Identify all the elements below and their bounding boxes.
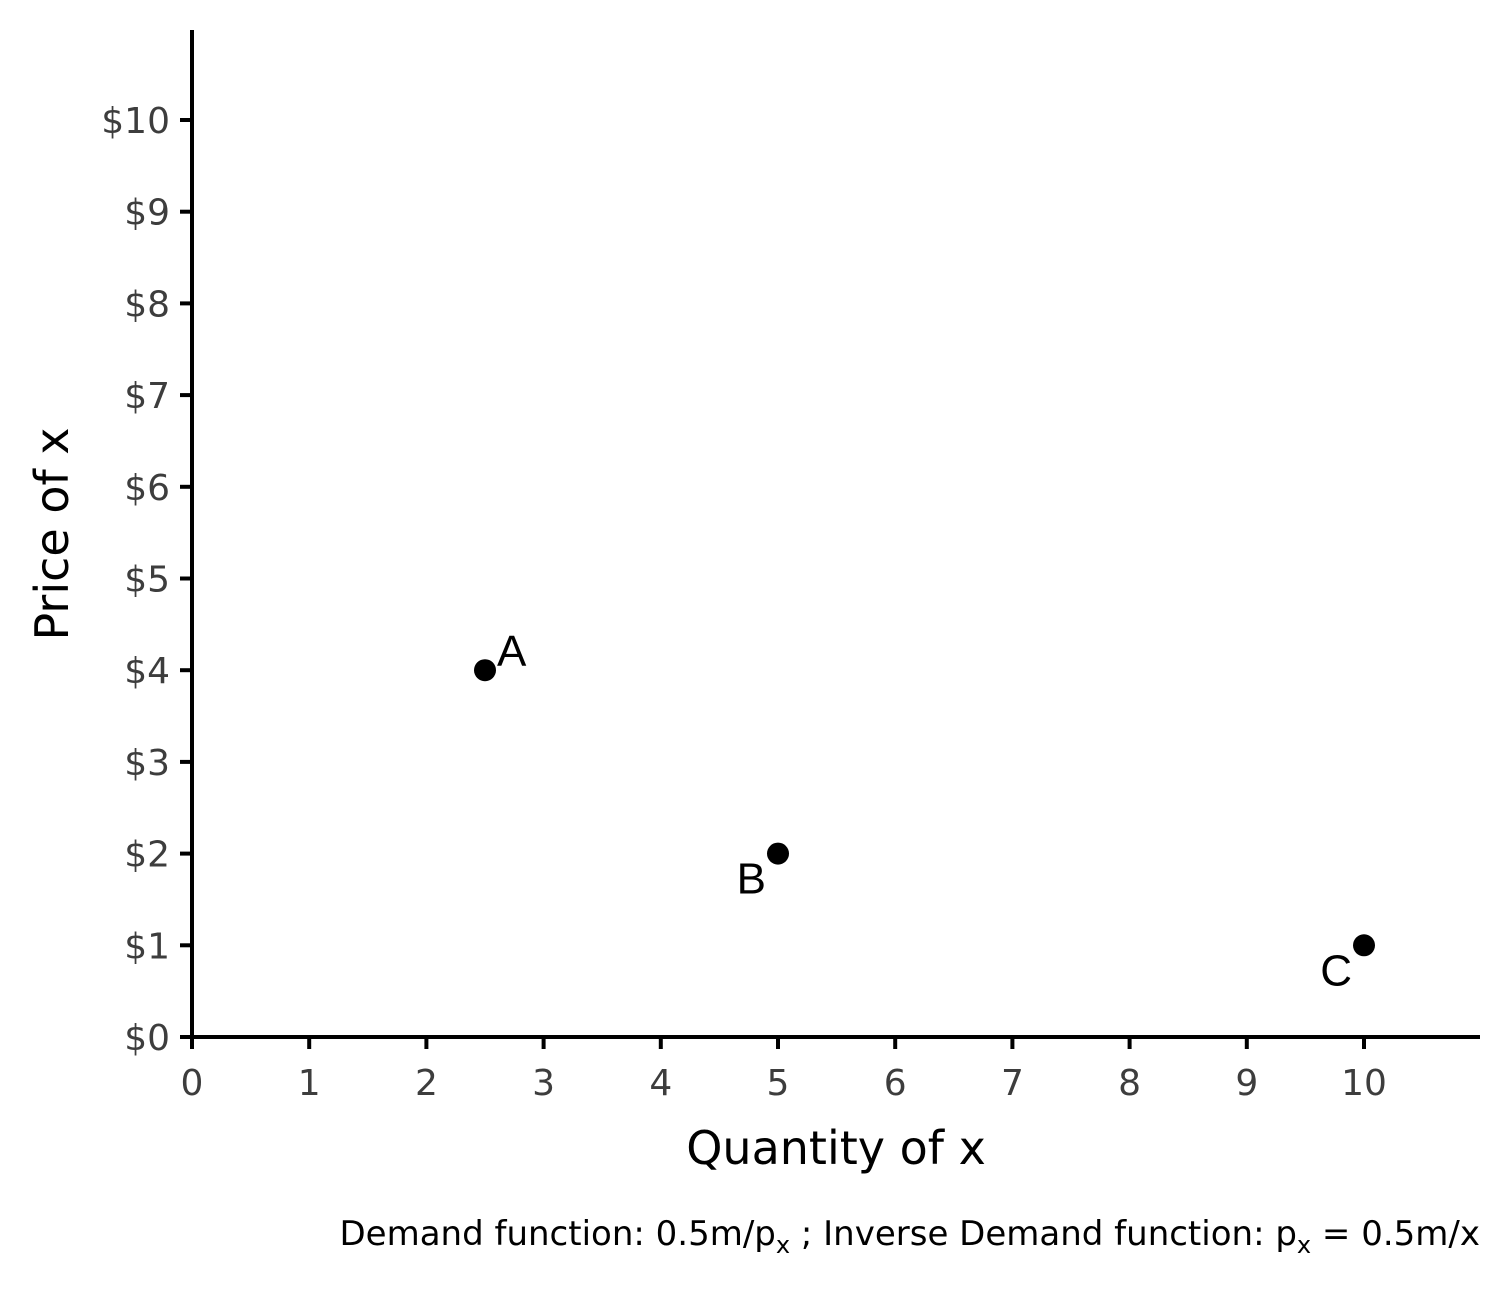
data-points: A B C bbox=[474, 627, 1375, 995]
y-tick-label: $8 bbox=[124, 284, 170, 325]
point-label-a: A bbox=[497, 627, 527, 676]
x-tick-label: 6 bbox=[884, 1063, 907, 1104]
x-tick-label: 0 bbox=[181, 1063, 204, 1104]
y-tick-label: $4 bbox=[124, 651, 170, 692]
x-tick-label: 7 bbox=[1001, 1063, 1024, 1104]
y-tick-label: $6 bbox=[124, 468, 170, 509]
caption-part2: ; Inverse Demand function: p bbox=[790, 1214, 1297, 1254]
x-tick-label: 4 bbox=[649, 1063, 672, 1104]
caption-sub1: x bbox=[776, 1231, 790, 1259]
point-label-b: B bbox=[737, 855, 766, 904]
x-axis-ticks: 0 1 2 3 4 5 6 7 8 9 10 bbox=[181, 1037, 1387, 1104]
y-tick-label: $5 bbox=[124, 560, 170, 601]
caption-part3: = 0.5m/x bbox=[1311, 1214, 1480, 1254]
y-tick-label: $9 bbox=[124, 193, 170, 234]
x-tick-label: 10 bbox=[1341, 1063, 1387, 1104]
y-tick-label: $3 bbox=[124, 743, 170, 784]
y-tick-label: $0 bbox=[124, 1018, 170, 1059]
caption-sub2: x bbox=[1297, 1231, 1311, 1259]
x-axis-title: Quantity of x bbox=[686, 1121, 986, 1175]
y-tick-label: $2 bbox=[124, 835, 170, 876]
y-tick-label: $10 bbox=[101, 101, 170, 142]
x-tick-label: 1 bbox=[298, 1063, 321, 1104]
point-c bbox=[1353, 934, 1375, 957]
y-tick-label: $1 bbox=[124, 926, 170, 967]
point-label-c: C bbox=[1320, 946, 1352, 995]
point-a bbox=[474, 659, 496, 682]
x-tick-label: 9 bbox=[1235, 1063, 1258, 1104]
y-axis-ticks: $0 $1 $2 $3 $4 $5 $6 $7 $8 $9 $10 bbox=[101, 101, 192, 1059]
x-tick-label: 2 bbox=[415, 1063, 438, 1104]
point-b bbox=[767, 842, 789, 865]
caption: Demand function: 0.5m/px ; Inverse Deman… bbox=[340, 1214, 1481, 1259]
x-tick-label: 8 bbox=[1118, 1063, 1141, 1104]
y-axis-title: Price of x bbox=[25, 427, 79, 640]
x-tick-label: 5 bbox=[767, 1063, 790, 1104]
caption-part1: Demand function: 0.5m/p bbox=[340, 1214, 776, 1254]
y-tick-label: $7 bbox=[124, 376, 170, 417]
x-tick-label: 3 bbox=[532, 1063, 555, 1104]
